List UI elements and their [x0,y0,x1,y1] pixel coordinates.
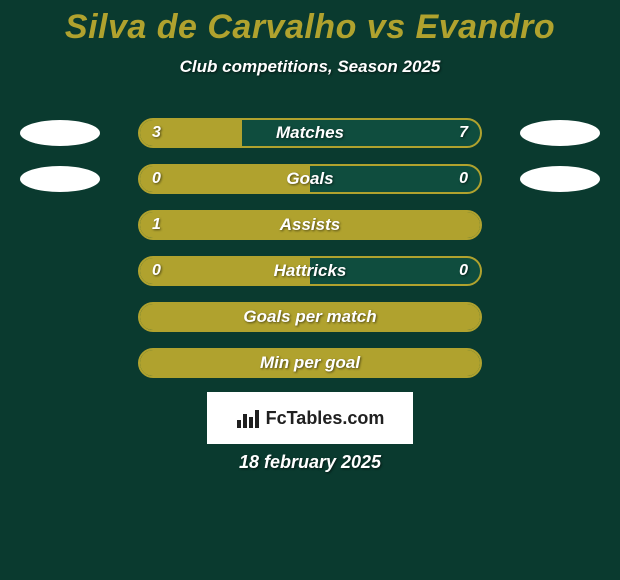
stat-value-left: 3 [152,120,161,146]
bar-chart-icon [236,408,260,428]
team-badge-left [20,120,100,146]
logo-text: FcTables.com [266,408,385,429]
stat-value-left: 0 [152,166,161,192]
footer-date: 18 february 2025 [0,452,620,473]
stat-label: Matches [140,120,480,146]
stat-bar: Goals per match [138,302,482,332]
stat-value-right: 0 [459,166,468,192]
stat-value-left: 1 [152,212,161,238]
stat-row: Assists1 [0,210,620,240]
stat-label: Assists [140,212,480,238]
stat-label: Goals [140,166,480,192]
stat-value-right: 0 [459,258,468,284]
team-badge-right [520,120,600,146]
team-badge-right [520,166,600,192]
stat-bar: Min per goal [138,348,482,378]
page-subtitle: Club competitions, Season 2025 [0,57,620,77]
stat-value-right: 7 [459,120,468,146]
stat-row: Matches3 7 [0,118,620,148]
stat-bar: Matches3 7 [138,118,482,148]
stat-bar: Goals0 0 [138,164,482,194]
stat-row: Hattricks0 0 [0,256,620,286]
stat-row: Goals0 0 [0,164,620,194]
stat-label: Hattricks [140,258,480,284]
team-badge-left [20,166,100,192]
stat-row: Goals per match [0,302,620,332]
stat-rows: Matches37Goals00Assists1Hattricks00Goals… [0,118,620,394]
stat-value-left: 0 [152,258,161,284]
stat-bar: Hattricks0 0 [138,256,482,286]
stat-row: Min per goal [0,348,620,378]
page-title: Silva de Carvalho vs Evandro [0,0,620,47]
logo-box: FcTables.com [207,392,413,444]
stat-bar: Assists1 [138,210,482,240]
stat-label: Goals per match [140,304,480,330]
stat-label: Min per goal [140,350,480,376]
comparison-infographic: Silva de Carvalho vs Evandro Club compet… [0,0,620,580]
